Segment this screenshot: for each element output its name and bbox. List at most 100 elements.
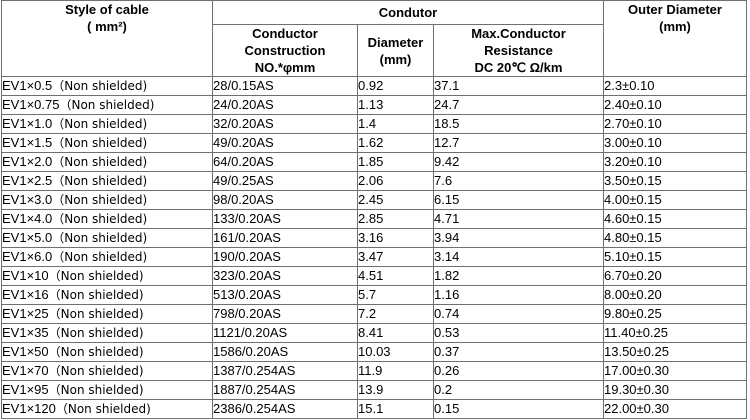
header-style-of-cable: Style of cable ( mm²) — [1, 0, 213, 77]
header-resistance-line-3: DC 20℃ Ω/km — [474, 60, 563, 75]
cell-diameter: 3.16 — [357, 228, 434, 248]
cell-diameter: 7.2 — [357, 304, 434, 324]
shielding-note: （Non shielded) — [52, 174, 148, 188]
cell-cable-style: EV1×3.0（Non shielded) — [1, 190, 213, 210]
cell-outer-diameter: 2.40±0.10 — [603, 95, 747, 115]
cell-resistance: 7.6 — [433, 171, 604, 191]
cell-resistance: 0.74 — [433, 304, 604, 324]
cell-cable-style: EV1×35（Non shielded) — [1, 323, 213, 343]
table-row: EV1×50（Non shielded) 1586/0.20AS 10.03 0.37… — [1, 342, 747, 362]
cell-outer-diameter: 4.80±0.15 — [603, 228, 747, 248]
shielding-note: （Non shielded) — [48, 269, 144, 283]
cell-diameter: 2.06 — [357, 171, 434, 191]
table-row: EV1×0.5（Non shielded) 28/0.15AS 0.92 37.1 2.… — [1, 76, 747, 96]
header-resistance-line-2: Resistance — [484, 43, 553, 58]
cell-outer-diameter: 11.40±0.25 — [603, 323, 747, 343]
cable-size-label: EV1×2.0 — [2, 154, 53, 169]
table-body: EV1×0.5（Non shielded) 28/0.15AS 0.92 37.1 2.… — [1, 76, 747, 419]
cell-resistance: 9.42 — [433, 152, 604, 172]
cell-diameter: 2.85 — [357, 209, 434, 229]
table-row: EV1×0.75（Non shielded) 24/0.20AS 1.13 24.7 2… — [1, 95, 747, 115]
cell-outer-diameter: 3.20±0.10 — [603, 152, 747, 172]
cell-outer-diameter: 22.00±0.30 — [603, 399, 747, 419]
cell-diameter: 10.03 — [357, 342, 434, 362]
table-row: EV1×4.0（Non shielded) 133/0.20AS 2.85 4.71 4… — [1, 209, 747, 229]
table-row: EV1×25（Non shielded) 798/0.20AS 7.2 0.74 9.8… — [1, 304, 747, 324]
cell-diameter: 1.85 — [357, 152, 434, 172]
cell-outer-diameter: 3.00±0.10 — [603, 133, 747, 153]
table-row: EV1×70（Non shielded) 1387/0.254AS 11.9 0.26… — [1, 361, 747, 381]
cable-size-label: EV1×16 — [2, 287, 49, 302]
cable-size-label: EV1×1.5 — [2, 135, 53, 150]
cell-construction: 513/0.20AS — [212, 285, 358, 305]
cell-diameter: 1.4 — [357, 114, 434, 134]
table-row: EV1×10（Non shielded) 323/0.20AS 4.51 1.82 6.… — [1, 266, 747, 286]
table-row: EV1×16（Non shielded) 513/0.20AS 5.7 1.16 8.0… — [1, 285, 747, 305]
cell-construction: 323/0.20AS — [212, 266, 358, 286]
cell-outer-diameter: 2.3±0.10 — [603, 76, 747, 96]
cable-size-label: EV1×25 — [2, 306, 49, 321]
cell-diameter: 8.41 — [357, 323, 434, 343]
header-resistance-line-1: Max.Conductor — [471, 26, 566, 41]
cable-size-label: EV1×1.0 — [2, 116, 53, 131]
cable-size-label: EV1×6.0 — [2, 249, 53, 264]
cell-resistance: 37.1 — [433, 76, 604, 96]
cell-construction: 2386/0.254AS — [212, 399, 358, 419]
cell-outer-diameter: 8.00±0.20 — [603, 285, 747, 305]
cell-diameter: 13.9 — [357, 380, 434, 400]
cell-cable-style: EV1×2.5（Non shielded) — [1, 171, 213, 191]
shielding-note: （Non shielded) — [52, 250, 148, 264]
header-style-line-1: Style of cable — [65, 2, 149, 17]
cell-resistance: 24.7 — [433, 95, 604, 115]
shielding-note: （Non shielded) — [52, 212, 148, 226]
shielding-note: （Non shielded) — [48, 288, 144, 302]
cell-outer-diameter: 9.80±0.25 — [603, 304, 747, 324]
cable-size-label: EV1×95 — [2, 382, 49, 397]
cell-construction: 64/0.20AS — [212, 152, 358, 172]
cell-construction: 28/0.15AS — [212, 76, 358, 96]
cable-size-label: EV1×70 — [2, 363, 49, 378]
cable-size-label: EV1×10 — [2, 268, 49, 283]
shielding-note: （Non shielded) — [52, 231, 148, 245]
table-row: EV1×3.0（Non shielded) 98/0.20AS 2.45 6.15 4.… — [1, 190, 747, 210]
cable-size-label: EV1×120 — [2, 401, 56, 416]
cell-outer-diameter: 2.70±0.10 — [603, 114, 747, 134]
cell-resistance: 3.94 — [433, 228, 604, 248]
shielding-note: （Non shielded) — [48, 383, 144, 397]
cell-diameter: 3.47 — [357, 247, 434, 267]
cable-size-label: EV1×5.0 — [2, 230, 53, 245]
cell-cable-style: EV1×0.5（Non shielded) — [1, 76, 213, 96]
cell-diameter: 2.45 — [357, 190, 434, 210]
cell-construction: 98/0.20AS — [212, 190, 358, 210]
cell-resistance: 3.14 — [433, 247, 604, 267]
table-row: EV1×2.5（Non shielded) 49/0.25AS 2.06 7.6 3.5… — [1, 171, 747, 191]
cable-size-label: EV1×0.75 — [2, 97, 60, 112]
shielding-note: （Non shielded) — [59, 98, 155, 112]
cable-size-label: EV1×2.5 — [2, 173, 53, 188]
cell-cable-style: EV1×50（Non shielded) — [1, 342, 213, 362]
cell-resistance: 0.37 — [433, 342, 604, 362]
cell-cable-style: EV1×120（Non shielded) — [1, 399, 213, 419]
cell-cable-style: EV1×70（Non shielded) — [1, 361, 213, 381]
header-style-line-2: ( mm²) — [87, 19, 127, 34]
shielding-note: （Non shielded) — [48, 345, 144, 359]
cell-diameter: 1.62 — [357, 133, 434, 153]
cell-outer-diameter: 6.70±0.20 — [603, 266, 747, 286]
cell-diameter: 5.7 — [357, 285, 434, 305]
shielding-note: （Non shielded) — [52, 136, 148, 150]
header-diameter-line-2: (mm) — [379, 51, 412, 67]
cell-resistance: 12.7 — [433, 133, 604, 153]
cell-construction: 24/0.20AS — [212, 95, 358, 115]
shielding-note: （Non shielded) — [52, 193, 148, 207]
shielding-note: （Non shielded) — [55, 402, 151, 416]
cell-outer-diameter: 4.00±0.15 — [603, 190, 747, 210]
cell-outer-diameter: 4.60±0.15 — [603, 209, 747, 229]
cell-outer-diameter: 17.00±0.30 — [603, 361, 747, 381]
cell-diameter: 4.51 — [357, 266, 434, 286]
cell-cable-style: EV1×16（Non shielded) — [1, 285, 213, 305]
shielding-note: （Non shielded) — [52, 79, 148, 93]
cell-construction: 133/0.20AS — [212, 209, 358, 229]
cell-construction: 1586/0.20AS — [212, 342, 358, 362]
cell-resistance: 1.82 — [433, 266, 604, 286]
